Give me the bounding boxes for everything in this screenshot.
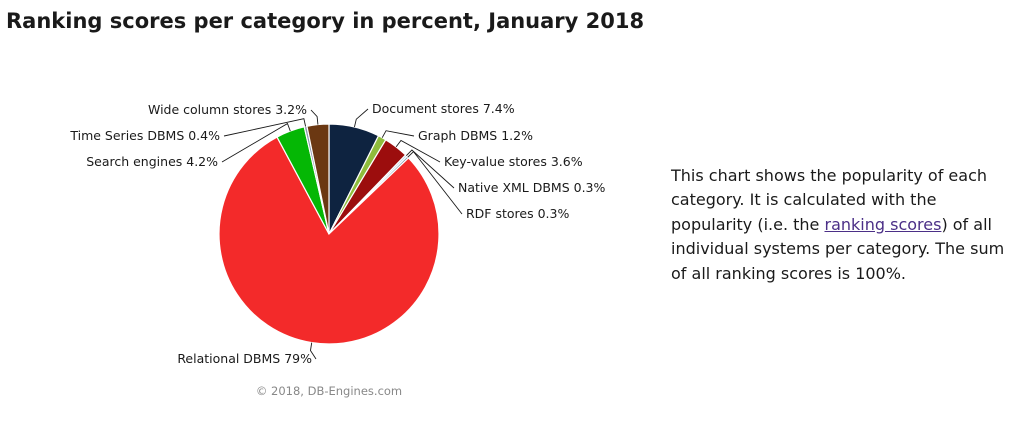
slice-label: RDF stores 0.3%: [466, 206, 569, 221]
description-text-end: ) of all individual systems per category…: [671, 214, 1005, 283]
leader-line: [407, 150, 463, 215]
leader-line: [309, 342, 317, 360]
pie-labels: Document stores 7.4% Graph DBMS 1.2% Key-v…: [69, 101, 605, 366]
leader-line: [310, 109, 319, 125]
chart-credits: © 2018, DB-Engines.com: [256, 384, 402, 398]
pie-chart-svg: Document stores 7.4% Graph DBMS 1.2% Key-v…: [69, 101, 605, 398]
pie-slice-relational-dbms: [218, 136, 440, 345]
slice-label: Key-value stores 3.6%: [444, 154, 583, 169]
leader-line: [395, 139, 441, 163]
page-title: Ranking scores per category in percent, …: [6, 9, 645, 33]
slice-label: Native XML DBMS 0.3%: [458, 180, 606, 195]
slice-label: Graph DBMS 1.2%: [418, 128, 533, 143]
chart-description: This chart shows the popularity of each …: [671, 164, 1006, 286]
leader-line: [354, 108, 369, 128]
ranking-scores-link[interactable]: ranking scores: [824, 214, 942, 234]
pie-leader-lines: [221, 108, 463, 360]
pie-chart: Document stores 7.4% Graph DBMS 1.2% Key-v…: [69, 92, 605, 412]
slice-label: Time Series DBMS 0.4%: [69, 128, 220, 143]
slice-label: Search engines 4.2%: [86, 154, 218, 169]
slice-label: Relational DBMS 79%: [177, 351, 312, 366]
pie-slices: [218, 123, 440, 345]
leader-line: [405, 149, 455, 189]
slice-label: Document stores 7.4%: [372, 101, 515, 116]
description-text-start: This chart shows the popularity of each …: [671, 166, 988, 234]
leader-line: [381, 130, 415, 138]
leader-line: [221, 122, 291, 163]
leader-line: [223, 118, 307, 137]
slice-label: Wide column stores 3.2%: [148, 102, 307, 117]
